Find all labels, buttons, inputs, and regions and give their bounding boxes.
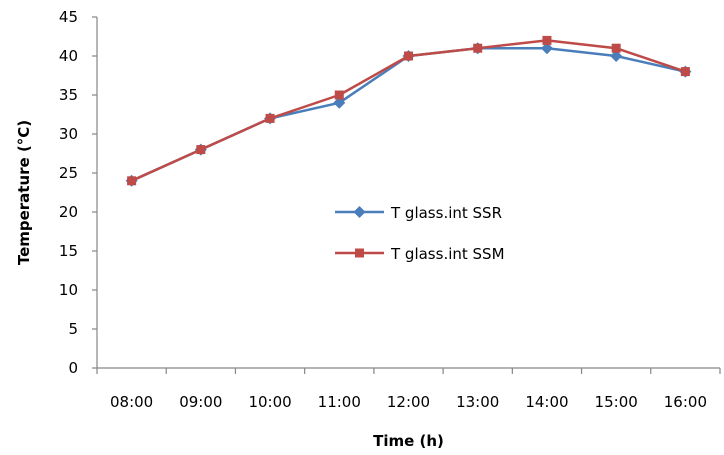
x-tick-label: 13:00 — [456, 393, 499, 411]
y-tick-label: 5 — [68, 320, 78, 338]
x-tick-label: 10:00 — [248, 393, 291, 411]
series-layer — [125, 35, 692, 187]
legend-marker — [353, 206, 366, 218]
data-point — [540, 42, 553, 55]
legend-item: T glass.int SSM — [335, 245, 505, 263]
plot-area: 0 5 10 15 20 25 30 35 40 45 08:00 09:00 10:00 11:00 1… — [59, 8, 721, 411]
series-line — [131, 46, 686, 182]
y-tick-label: 15 — [59, 242, 78, 260]
legend-label: T glass.int SSR — [390, 204, 502, 222]
data-point — [680, 67, 690, 77]
series-1 — [125, 42, 692, 187]
x-tick-label: 12:00 — [387, 393, 430, 411]
y-tick-label: 0 — [68, 359, 78, 377]
y-tick-label: 40 — [59, 47, 78, 65]
data-point — [265, 113, 275, 123]
legend-item: T glass.int SSR — [335, 204, 502, 222]
x-tick-label: 16:00 — [664, 393, 707, 411]
data-point — [127, 176, 137, 186]
data-point — [542, 35, 552, 45]
y-tick-label: 10 — [59, 281, 78, 299]
series-2 — [127, 35, 690, 186]
data-point — [196, 145, 206, 155]
y-tick-label: 45 — [59, 8, 78, 26]
data-point — [334, 90, 344, 100]
legend-label: T glass.int SSM — [390, 245, 505, 263]
y-ticks: 0 5 10 15 20 25 30 35 40 45 — [59, 8, 97, 377]
y-axis-title: Temperature (°C) — [15, 120, 33, 265]
x-ticks: 08:00 09:00 10:00 11:00 12:00 13:00 14:00 15:00… — [96, 368, 721, 411]
y-tick-label: 25 — [59, 164, 78, 182]
legend: T glass.int SSR T glass.int SSM — [335, 204, 505, 263]
y-tick-label: 30 — [59, 125, 78, 143]
x-tick-label: 09:00 — [179, 393, 222, 411]
data-point — [404, 51, 413, 61]
x-tick-label: 08:00 — [110, 393, 153, 411]
data-point — [611, 43, 621, 53]
y-tick-label: 20 — [59, 203, 78, 221]
x-tick-label: 14:00 — [525, 393, 568, 411]
data-point — [333, 96, 346, 109]
x-tick-label: 15:00 — [595, 393, 638, 411]
data-point — [610, 50, 623, 62]
x-tick-label: 11:00 — [318, 393, 361, 411]
data-point — [473, 43, 483, 53]
legend-marker — [355, 248, 364, 258]
x-axis-title: Time (h) — [373, 432, 444, 450]
y-tick-label: 35 — [59, 86, 78, 104]
